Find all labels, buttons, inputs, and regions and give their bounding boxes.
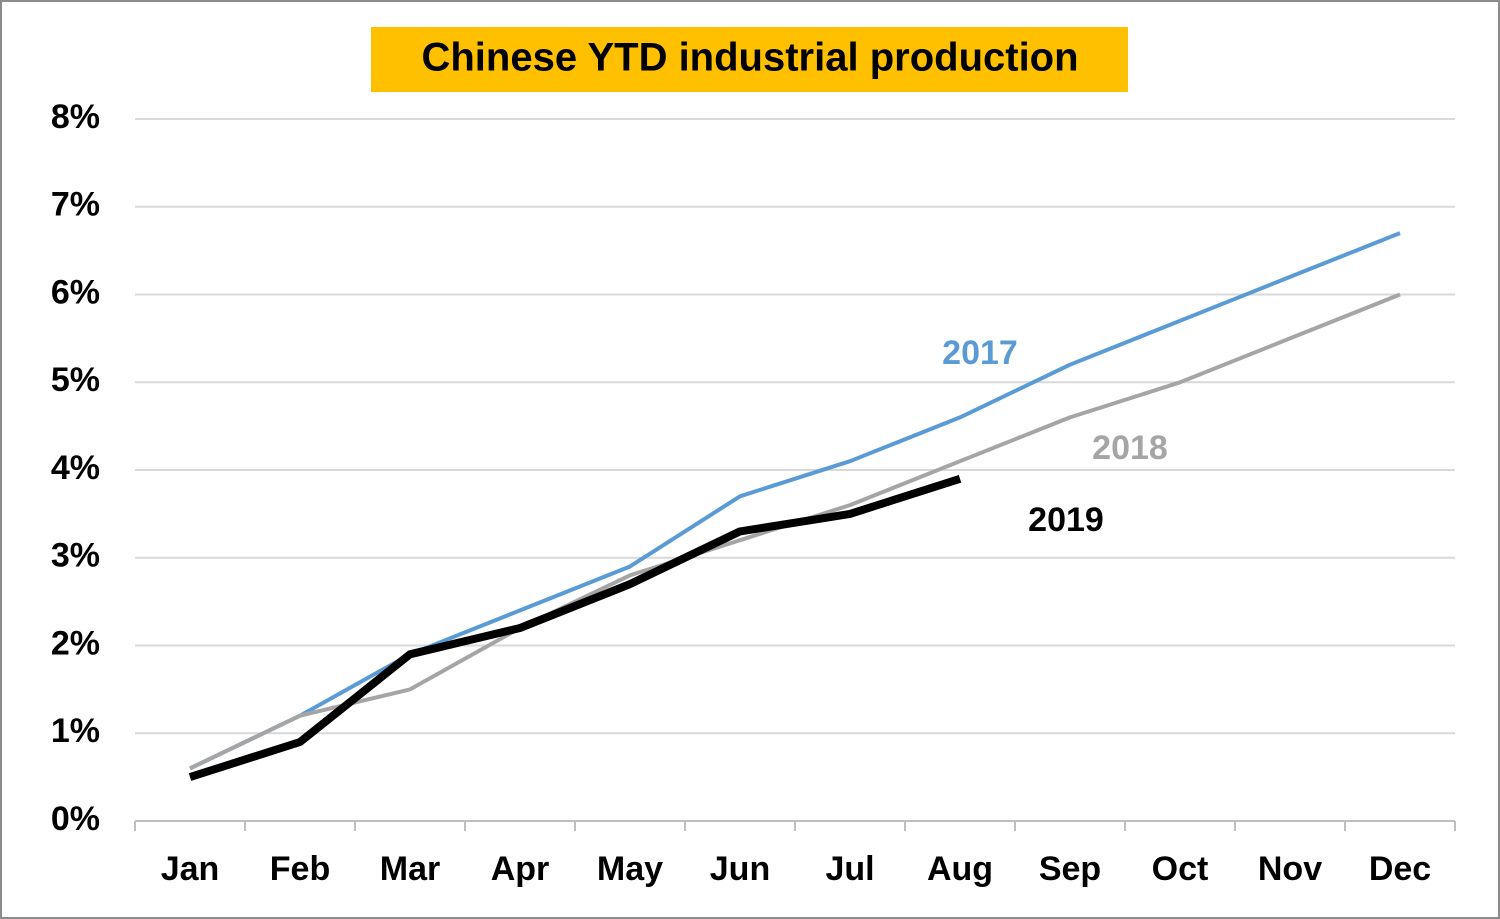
y-tick-label: 4% xyxy=(51,449,100,487)
series-label: 2019 xyxy=(1028,501,1104,539)
x-tick-label: Dec xyxy=(1369,850,1431,888)
series-label: 2017 xyxy=(942,334,1018,372)
y-tick-label: 5% xyxy=(51,361,100,399)
x-tick-label: Jun xyxy=(710,850,770,888)
y-tick-label: 2% xyxy=(51,624,100,662)
x-tick-label: Nov xyxy=(1258,850,1322,888)
x-tick-label: Jul xyxy=(825,850,874,888)
title-box xyxy=(371,27,1128,92)
x-tick-label: Sep xyxy=(1039,850,1101,888)
y-tick-label: 1% xyxy=(51,712,100,750)
x-tick-label: Jan xyxy=(161,850,220,888)
x-tick-label: Aug xyxy=(927,850,993,888)
y-tick-label: 0% xyxy=(51,800,100,838)
y-tick-label: 8% xyxy=(51,98,100,136)
series-line xyxy=(188,474,962,781)
y-tick-label: 7% xyxy=(51,186,100,224)
y-tick-label: 3% xyxy=(51,537,100,575)
y-tick-label: 6% xyxy=(51,273,100,311)
series-label: 2018 xyxy=(1092,429,1168,467)
x-tick-label: Oct xyxy=(1152,850,1209,888)
x-tick-label: Feb xyxy=(270,850,330,888)
x-tick-label: May xyxy=(597,850,663,888)
chart-title: Chinese YTD industrial production xyxy=(421,36,1078,80)
x-tick-label: Apr xyxy=(491,850,550,888)
x-tick-label: Mar xyxy=(380,850,440,888)
